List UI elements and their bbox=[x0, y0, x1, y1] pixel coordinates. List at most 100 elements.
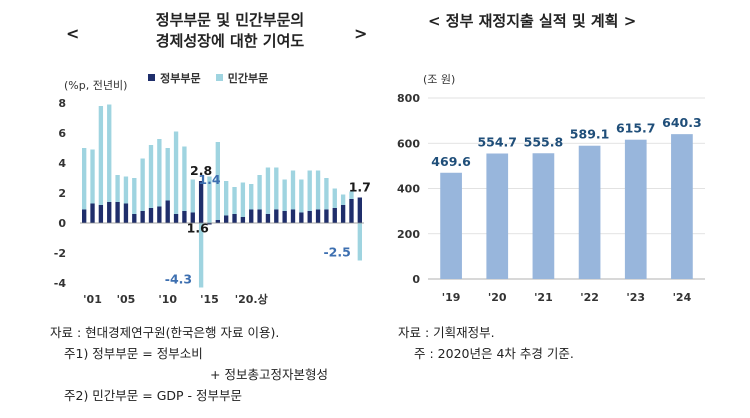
left-bar-priv bbox=[173, 131, 179, 214]
left-data-label: 1.4 bbox=[198, 172, 220, 187]
left-bar-gov bbox=[290, 209, 296, 223]
right-xtick-label: '24 bbox=[673, 291, 692, 304]
left-bar-priv bbox=[157, 139, 162, 207]
left-bar-priv bbox=[357, 223, 362, 261]
left-bar-priv bbox=[132, 178, 137, 214]
left-bar-priv bbox=[324, 178, 329, 210]
right-chart-title: < 정부 재정지출 실적 및 계획 > bbox=[428, 12, 637, 30]
left-bar-priv bbox=[215, 142, 220, 220]
left-bar-gov bbox=[332, 208, 337, 223]
right-ytick-label: 600 bbox=[397, 137, 420, 150]
left-bar-priv bbox=[148, 145, 154, 208]
right-bar bbox=[440, 172, 462, 279]
left-bar-gov bbox=[115, 202, 120, 223]
left-bar-priv bbox=[90, 149, 95, 204]
left-bar-priv bbox=[249, 184, 254, 210]
note-left-gov-def: 주1) 정부부문 = 정부소비 bbox=[64, 346, 203, 361]
right-ytick-label: 400 bbox=[397, 183, 420, 196]
left-data-label: -4.3 bbox=[165, 272, 192, 287]
left-bar-gov bbox=[107, 202, 112, 223]
right-xtick-label: '20 bbox=[488, 291, 507, 304]
left-bar-gov bbox=[132, 214, 137, 223]
left-bar-priv bbox=[257, 175, 262, 210]
left-bar-gov bbox=[282, 211, 287, 223]
left-bar-priv bbox=[198, 223, 204, 288]
right-xtick-label: '21 bbox=[534, 291, 553, 304]
right-bar bbox=[671, 134, 693, 279]
left-bar-gov bbox=[315, 209, 321, 223]
left-chart-title: 정부부문 및 민간부문의 경제성장에 대한 기여도 bbox=[150, 10, 310, 52]
note-right-footnote: 주 : 2020년은 4차 추경 기준. bbox=[414, 346, 574, 361]
left-bar-priv bbox=[123, 176, 129, 204]
left-bar-gov bbox=[90, 203, 95, 223]
left-bar-gov bbox=[257, 209, 262, 223]
left-bar-gov bbox=[324, 209, 329, 223]
left-title-line2: 경제성장에 대한 기여도 bbox=[155, 32, 305, 50]
left-bar-priv bbox=[274, 167, 279, 210]
left-bar-priv bbox=[307, 170, 312, 211]
left-ytick-label: 6 bbox=[58, 127, 66, 140]
left-ytick-label: 0 bbox=[58, 217, 66, 230]
left-bar-gov bbox=[299, 212, 304, 223]
left-ytick-label: -4 bbox=[54, 277, 67, 290]
left-bar-gov bbox=[157, 206, 162, 223]
left-bar-gov bbox=[140, 211, 145, 223]
left-xtick-label: '15 bbox=[200, 293, 219, 306]
left-bar-gov bbox=[190, 212, 195, 223]
right-xtick-label: '23 bbox=[626, 291, 645, 304]
left-ytick-label: 4 bbox=[58, 157, 66, 170]
left-bar-priv bbox=[165, 148, 170, 201]
left-bar-priv bbox=[140, 158, 145, 211]
left-bar-gov bbox=[198, 181, 204, 223]
right-bar bbox=[578, 145, 601, 279]
left-ytick-label: 8 bbox=[58, 97, 66, 110]
right-bar bbox=[486, 153, 509, 279]
left-xtick-label: '01 bbox=[83, 293, 102, 306]
left-bar-gov bbox=[249, 209, 254, 223]
left-bar-gov bbox=[357, 197, 362, 223]
note-right-source: 자료 : 기획재정부. bbox=[398, 325, 495, 340]
left-bar-priv bbox=[98, 106, 104, 205]
left-bar-gov bbox=[307, 211, 312, 223]
left-bar-priv bbox=[224, 181, 229, 216]
left-xtick-label: '05 bbox=[117, 293, 136, 306]
left-bar-gov bbox=[265, 214, 271, 223]
left-ytick-label: 2 bbox=[58, 187, 66, 200]
left-bar-gov bbox=[274, 209, 279, 223]
left-bar-priv bbox=[282, 179, 287, 211]
note-left-priv-def: 주2) 민간부문 = GDP - 정부부문 bbox=[64, 388, 243, 403]
left-bar-priv bbox=[315, 170, 321, 210]
left-data-label: 1.6 bbox=[187, 221, 209, 236]
left-bar-gov bbox=[182, 211, 187, 223]
left-xtick-label: '20.상 bbox=[235, 292, 268, 306]
left-bar-priv bbox=[299, 179, 304, 213]
left-unit-label: (%p, 전년비) bbox=[64, 79, 128, 92]
left-bar-gov bbox=[240, 217, 246, 223]
note-left-gov-def-cont: + 정보총고정자본형성 bbox=[210, 367, 328, 382]
right-ytick-label: 0 bbox=[412, 273, 420, 286]
left-bar-gov bbox=[215, 220, 220, 223]
left-xtick-label: '10 bbox=[158, 293, 177, 306]
left-ytick-label: -2 bbox=[54, 247, 66, 260]
right-ytick-label: 200 bbox=[397, 228, 420, 241]
left-bar-gov bbox=[349, 199, 354, 223]
note-left-source: 자료 : 현대경제연구원(한국은행 자료 이용). bbox=[50, 325, 280, 340]
right-data-label: 469.6 bbox=[431, 154, 471, 169]
left-bar-priv bbox=[290, 170, 296, 210]
right-data-label: 640.3 bbox=[662, 115, 702, 130]
left-bar-gov bbox=[82, 209, 87, 223]
left-bar-priv bbox=[107, 104, 112, 202]
left-bar-gov bbox=[340, 205, 346, 223]
left-bar-priv bbox=[240, 182, 246, 217]
right-data-label: 555.8 bbox=[524, 134, 564, 149]
legend-priv-swatch bbox=[215, 74, 223, 81]
right-unit-label: (조 원) bbox=[423, 73, 456, 86]
right-xtick-label: '22 bbox=[580, 291, 599, 304]
right-data-label: 615.7 bbox=[616, 121, 656, 136]
left-data-label: 2.8 bbox=[190, 163, 212, 178]
left-bar-gov bbox=[148, 208, 154, 223]
left-bar-gov bbox=[207, 223, 212, 225]
left-bar-gov bbox=[173, 214, 179, 223]
right-bar bbox=[624, 139, 647, 279]
